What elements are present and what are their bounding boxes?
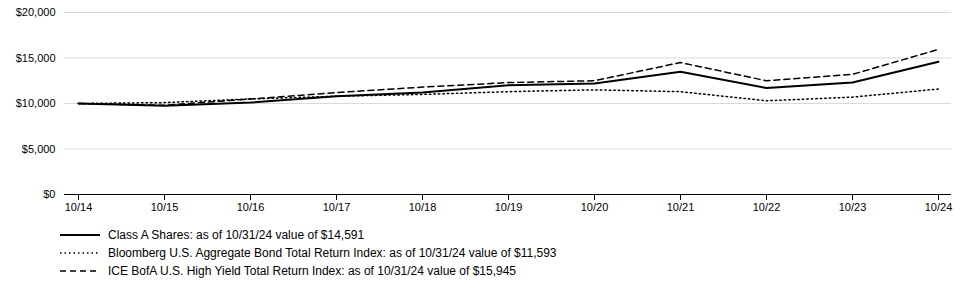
- svg-text:10/16: 10/16: [237, 201, 265, 213]
- svg-text:$10,000: $10,000: [16, 97, 56, 109]
- svg-text:10/21: 10/21: [667, 201, 695, 213]
- html-text:ICE BofA U.S. High Yield Total: ICE BofA U.S. High Yield Total Return In…: [108, 264, 516, 278]
- svg-text:10/19: 10/19: [495, 201, 523, 213]
- html-text:Class A Shares: as of 10/31/24: Class A Shares: as of 10/31/24 value of …: [108, 228, 365, 242]
- svg-text:$15,000: $15,000: [16, 52, 56, 64]
- svg-text:10/20: 10/20: [581, 201, 609, 213]
- svg-text:$5,000: $5,000: [22, 143, 56, 155]
- svg-text:10/24: 10/24: [925, 201, 953, 213]
- svg-text:$20,000: $20,000: [16, 6, 56, 18]
- svg-text:10/17: 10/17: [323, 201, 351, 213]
- svg-text:10/15: 10/15: [151, 201, 179, 213]
- svg-text:10/18: 10/18: [409, 201, 437, 213]
- svg-text:10/14: 10/14: [65, 201, 93, 213]
- svg-text:$0: $0: [43, 188, 55, 200]
- html-text:Bloomberg U.S. Aggregate Bond: Bloomberg U.S. Aggregate Bond Total Retu…: [108, 246, 557, 260]
- svg-text:10/23: 10/23: [839, 201, 867, 213]
- svg-text:10/22: 10/22: [753, 201, 781, 213]
